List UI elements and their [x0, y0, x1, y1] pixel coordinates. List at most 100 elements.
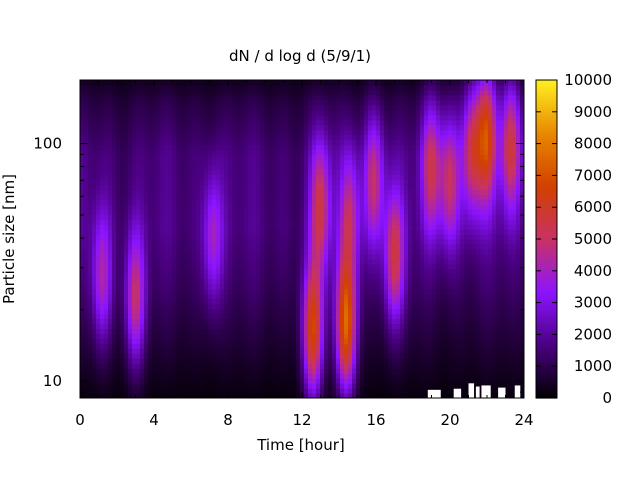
heatmap-cell — [92, 159, 97, 166]
heatmap-cell — [140, 164, 145, 171]
heatmap-cell — [340, 253, 345, 260]
heatmap-cell — [352, 134, 357, 141]
heatmap-cell — [116, 214, 121, 220]
heatmap-cell — [116, 179, 121, 185]
heatmap-cell — [388, 214, 393, 220]
heatmap-cell — [360, 268, 365, 275]
heatmap-cell — [300, 224, 305, 230]
heatmap-cell — [272, 219, 277, 225]
heatmap-cell — [248, 353, 253, 359]
heatmap-cell — [244, 308, 249, 315]
heatmap-cell — [164, 293, 169, 300]
heatmap-cell — [364, 303, 369, 310]
heatmap-cell — [356, 109, 361, 116]
heatmap-cell — [168, 388, 173, 394]
heatmap-cell — [268, 313, 273, 320]
heatmap-cell — [312, 378, 317, 384]
heatmap-cell — [384, 134, 389, 141]
heatmap-cell — [200, 268, 205, 275]
heatmap-cell — [340, 199, 345, 205]
heatmap-cell — [344, 333, 349, 339]
heatmap-cell — [372, 104, 377, 111]
heatmap-cell — [272, 239, 277, 245]
heatmap-cell — [88, 293, 93, 300]
heatmap-cell — [344, 283, 349, 290]
heatmap-cell — [168, 144, 173, 151]
heatmap-cell — [232, 288, 237, 295]
heatmap-cell — [272, 84, 277, 91]
heatmap-cell — [112, 258, 117, 265]
heatmap-cell — [232, 234, 237, 240]
heatmap-cell — [320, 278, 325, 285]
heatmap-cell — [140, 298, 145, 305]
heatmap-cell — [104, 104, 109, 111]
heatmap-cell — [272, 234, 277, 240]
heatmap-cell — [192, 343, 197, 349]
heatmap-cell — [348, 194, 353, 200]
heatmap-cell — [236, 343, 241, 349]
heatmap-cell — [364, 393, 369, 398]
heatmap-cell — [180, 253, 185, 260]
heatmap-cell — [208, 328, 213, 335]
heatmap-cell — [220, 318, 225, 325]
heatmap-cell — [344, 373, 349, 379]
heatmap-cell — [304, 84, 309, 91]
heatmap-cell — [292, 318, 297, 325]
heatmap-cell — [160, 243, 165, 250]
heatmap-cell — [188, 154, 193, 161]
heatmap-cell — [220, 134, 225, 141]
heatmap-cell — [268, 378, 273, 384]
heatmap-cell — [116, 393, 121, 398]
heatmap-cell — [356, 388, 361, 394]
heatmap-cell — [112, 239, 117, 245]
heatmap-cell — [364, 144, 369, 151]
heatmap-cell — [372, 214, 377, 220]
heatmap-cell — [216, 373, 221, 379]
heatmap-cell — [380, 283, 385, 290]
heatmap-cell — [312, 313, 317, 320]
heatmap-cell — [228, 383, 233, 389]
heatmap-cell — [176, 219, 181, 225]
heatmap-cell — [156, 318, 161, 325]
heatmap-cell — [256, 248, 261, 255]
heatmap-cell — [380, 353, 385, 359]
heatmap-cell — [372, 194, 377, 200]
heatmap-cell — [280, 114, 285, 121]
heatmap-cell — [388, 323, 393, 330]
heatmap-cell — [80, 159, 85, 166]
heatmap-cell — [88, 313, 93, 320]
heatmap-cell — [280, 189, 285, 195]
heatmap-cell — [80, 89, 85, 96]
heatmap-cell — [296, 219, 301, 225]
heatmap-cell — [364, 243, 369, 250]
heatmap-cell — [128, 184, 133, 190]
heatmap-cell — [340, 149, 345, 156]
heatmap-cell — [180, 224, 185, 230]
heatmap-cell — [200, 179, 205, 185]
heatmap-cell — [132, 119, 137, 126]
heatmap-cell — [372, 328, 377, 335]
heatmap-cell — [148, 388, 153, 394]
heatmap-cell — [196, 288, 201, 295]
heatmap-cell — [136, 278, 141, 285]
heatmap-cell — [368, 124, 373, 131]
heatmap-cell — [380, 214, 385, 220]
heatmap-cell — [168, 229, 173, 235]
heatmap-cell — [132, 393, 137, 398]
heatmap-cell — [88, 268, 93, 275]
heatmap-cell — [116, 209, 121, 215]
heatmap-cell — [336, 154, 341, 161]
heatmap-cell — [296, 348, 301, 354]
heatmap-cell — [376, 194, 381, 200]
heatmap-cell — [232, 129, 237, 136]
heatmap-cell — [272, 348, 277, 354]
heatmap-cell — [172, 174, 177, 180]
heatmap-cell — [180, 318, 185, 325]
heatmap-cell — [148, 134, 153, 141]
heatmap-cell — [292, 134, 297, 141]
heatmap-cell — [300, 134, 305, 141]
heatmap-cell — [300, 373, 305, 379]
heatmap-cell — [128, 288, 133, 295]
heatmap-cell — [172, 333, 177, 339]
heatmap-cell — [248, 253, 253, 260]
